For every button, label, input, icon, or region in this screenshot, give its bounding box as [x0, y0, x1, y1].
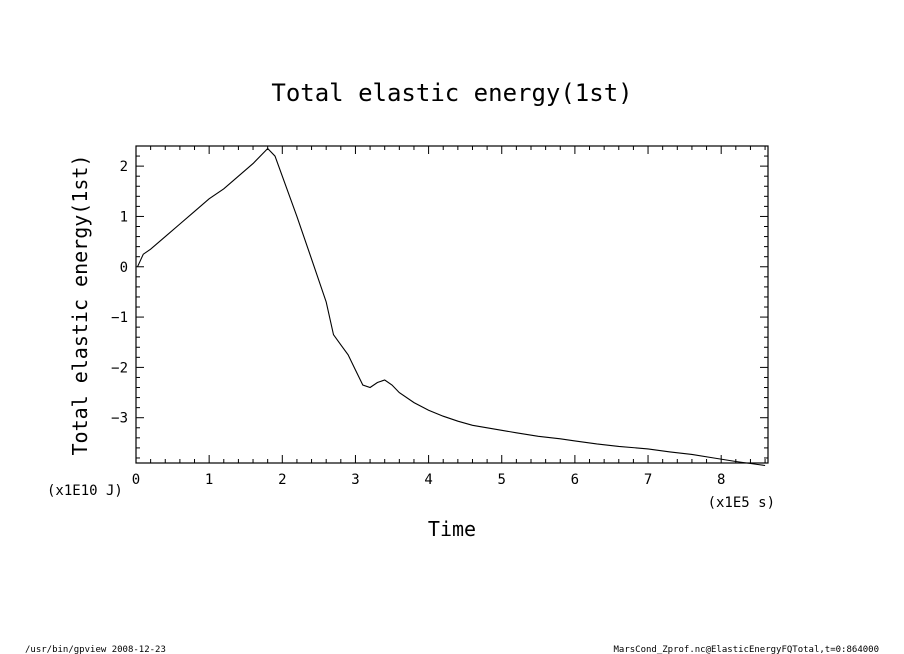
- x-tick-label: 1: [205, 472, 213, 488]
- x-tick-label: 5: [498, 472, 506, 488]
- y-axis-label: Total elastic energy(1st): [68, 154, 92, 455]
- x-tick-labels: 0 1 2 3 4 5 6 7 8: [132, 472, 726, 488]
- y-tick-labels: 2 1 0 −1 −2 −3: [111, 159, 128, 427]
- y-tick-label: −3: [111, 411, 128, 427]
- x-tick-label: 0: [132, 472, 140, 488]
- footer-left: /usr/bin/gpview 2008-12-23: [25, 645, 166, 654]
- footer-right: MarsCond_Zprof.nc@ElasticEnergyFQTotal,t…: [613, 645, 879, 654]
- y-tick-label: −2: [111, 360, 128, 376]
- x-tick-label: 3: [351, 472, 359, 488]
- y-unit-label: (x1E10 J): [47, 483, 123, 499]
- y-tick-label: 0: [120, 260, 128, 276]
- x-tick-label: 8: [717, 472, 725, 488]
- chart-title: Total elastic energy(1st): [271, 79, 632, 107]
- y-tick-label: 2: [120, 159, 128, 175]
- y-axis-ticks: [136, 145, 768, 459]
- x-axis-ticks: [135, 146, 766, 463]
- series-line: [137, 147, 766, 467]
- x-unit-label: (x1E5 s): [708, 495, 775, 511]
- x-tick-label: 7: [644, 472, 652, 488]
- plot-frame: [135, 145, 769, 464]
- y-tick-label: 1: [120, 209, 128, 225]
- x-tick-label: 4: [424, 472, 432, 488]
- x-axis-label: Time: [428, 517, 476, 541]
- y-tick-label: −1: [111, 310, 128, 326]
- x-tick-label: 2: [278, 472, 286, 488]
- x-tick-label: 6: [571, 472, 579, 488]
